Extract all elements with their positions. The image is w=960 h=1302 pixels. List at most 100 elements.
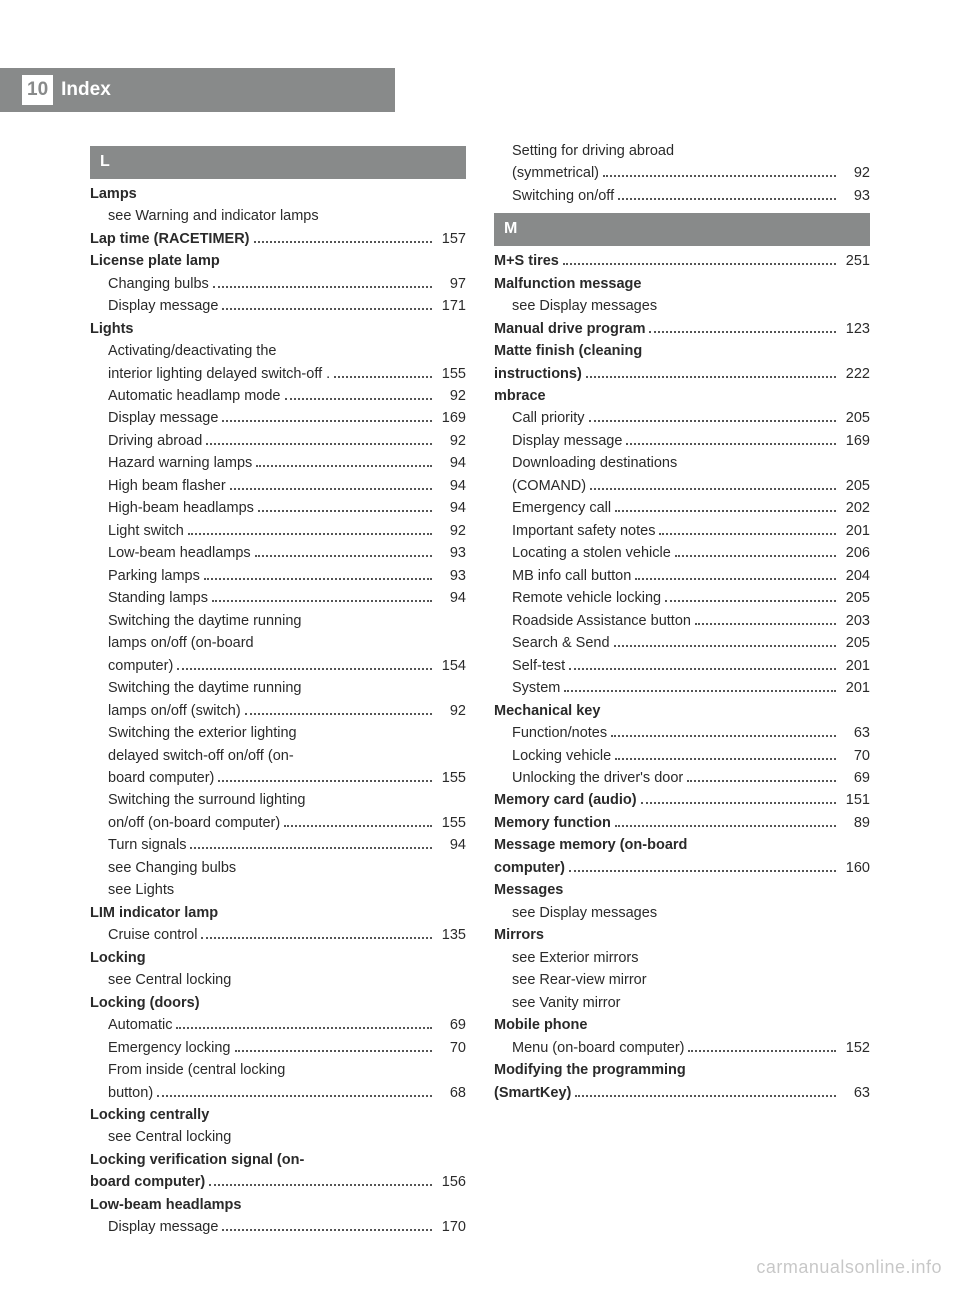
index-entry-label: delayed switch-off on/off (on- — [108, 745, 466, 767]
index-entry-label: Function/notes — [512, 722, 607, 744]
index-entry: Emergency call202 — [494, 497, 870, 519]
index-entry: Self-test201 — [494, 655, 870, 677]
leader-dots — [589, 412, 836, 422]
index-entry-label: see Lights — [108, 879, 174, 901]
index-entry-label: Display message — [512, 430, 622, 452]
leader-dots — [564, 682, 836, 692]
index-entry-label: MB info call button — [512, 565, 631, 587]
leader-dots — [569, 660, 836, 670]
index-entry-label: Memory function — [494, 812, 611, 834]
leader-dots — [188, 525, 432, 535]
index-entry: Menu (on-board computer)152 — [494, 1037, 870, 1059]
leader-dots — [635, 570, 836, 580]
index-entry-label: LIM indicator lamp — [90, 902, 218, 924]
index-entry-label: Malfunction message — [494, 273, 641, 295]
leader-dots — [615, 749, 836, 759]
index-entry: see Exterior mirrors — [494, 947, 870, 969]
index-entry: Locking centrally — [90, 1104, 466, 1126]
index-entry-page: 201 — [840, 655, 870, 677]
index-entry-label: mbrace — [494, 385, 546, 407]
index-entry-label: Switching the surround lighting — [108, 789, 466, 811]
index-entry: Switching the surround lightingon/off (o… — [90, 789, 466, 834]
index-entry: MB info call button204 — [494, 565, 870, 587]
index-entry-page: 70 — [436, 1037, 466, 1059]
index-entry-label: Remote vehicle locking — [512, 587, 661, 609]
index-entry-label: see Vanity mirror — [512, 992, 621, 1014]
index-entry: see Warning and indicator lamps — [90, 205, 466, 227]
index-entry: LIM indicator lamp — [90, 902, 466, 924]
leader-dots — [563, 255, 836, 265]
index-entry-label: Switching the exterior lighting — [108, 722, 466, 744]
index-entry: Switching the daytime runninglamps on/of… — [90, 677, 466, 722]
index-entry-label: board computer) — [90, 1171, 205, 1193]
index-entry: M+S tires251 — [494, 250, 870, 272]
index-entry-page: 155 — [436, 767, 466, 789]
index-entry-label: (SmartKey) — [494, 1082, 571, 1104]
index-entry-label: Lamps — [90, 183, 137, 205]
index-entry-label: Switching the daytime running — [108, 677, 466, 699]
index-entry-page: 155 — [436, 812, 466, 834]
index-entry-page: 63 — [840, 722, 870, 744]
leader-dots — [334, 367, 432, 377]
index-entry: Activating/deactivating theinterior ligh… — [90, 340, 466, 385]
leader-dots — [659, 525, 836, 535]
index-entry-label: Locking verification signal (on- — [90, 1149, 466, 1171]
leader-dots — [255, 547, 432, 557]
index-entry-page: 89 — [840, 812, 870, 834]
leader-dots — [618, 190, 836, 200]
index-entry-label: Emergency call — [512, 497, 611, 519]
index-entry: Lights — [90, 318, 466, 340]
index-entry: Search & Send205 — [494, 632, 870, 654]
index-entry-label: Locking — [90, 947, 146, 969]
index-entry-label: Automatic headlamp mode — [108, 385, 281, 407]
index-entry-page: 169 — [436, 407, 466, 429]
index-entry-label: Activating/deactivating the — [108, 340, 466, 362]
index-entry-label: Turn signals — [108, 834, 186, 856]
index-entry-label: (COMAND) — [512, 475, 586, 497]
index-entry-label: System — [512, 677, 560, 699]
index-entry: see Display messages — [494, 902, 870, 924]
page-number: 10 — [22, 75, 53, 104]
index-entry-page: 206 — [840, 542, 870, 564]
leader-dots — [615, 502, 836, 512]
index-entry-page: 94 — [436, 834, 466, 856]
section-letter: M — [494, 213, 870, 246]
index-entry: Switching the exterior lightingdelayed s… — [90, 722, 466, 789]
index-entry-page: 205 — [840, 475, 870, 497]
leader-dots — [245, 704, 432, 714]
leader-dots — [222, 300, 432, 310]
index-entry: Standing lamps94 — [90, 587, 466, 609]
index-entry-label: Driving abroad — [108, 430, 202, 452]
leader-dots — [665, 592, 836, 602]
leader-dots — [176, 1019, 432, 1029]
leader-dots — [218, 772, 432, 782]
index-entry-label: Display message — [108, 295, 218, 317]
index-entry-page: 205 — [840, 632, 870, 654]
index-entry-label: Display message — [108, 407, 218, 429]
index-entry: Memory function 89 — [494, 812, 870, 834]
index-entry: see Rear-view mirror — [494, 969, 870, 991]
leader-dots — [614, 637, 836, 647]
index-entry-page: 251 — [840, 250, 870, 272]
index-entry: High-beam headlamps94 — [90, 497, 466, 519]
index-entry-label: see Changing bulbs — [108, 857, 236, 879]
index-entry-page: 70 — [840, 745, 870, 767]
leader-dots — [615, 817, 836, 827]
index-entry: Changing bulbs97 — [90, 273, 466, 295]
leader-dots — [206, 435, 432, 445]
index-entry-page: 156 — [436, 1171, 466, 1193]
index-entry-label: instructions) — [494, 363, 582, 385]
index-entry: From inside (central lockingbutton)68 — [90, 1059, 466, 1104]
index-entry-label: see Rear-view mirror — [512, 969, 647, 991]
leader-dots — [284, 817, 432, 827]
index-entry: Malfunction message — [494, 273, 870, 295]
index-entry: Mechanical key — [494, 700, 870, 722]
index-entry-page: 93 — [840, 185, 870, 207]
index-entry-label: see Central locking — [108, 1126, 231, 1148]
index-entry-label: Emergency locking — [108, 1037, 231, 1059]
index-entry: High beam flasher94 — [90, 475, 466, 497]
index-entry: Setting for driving abroad(symmetrical)9… — [494, 140, 870, 185]
leader-dots — [157, 1086, 432, 1096]
leader-dots — [190, 839, 432, 849]
index-entry-label: Locking vehicle — [512, 745, 611, 767]
